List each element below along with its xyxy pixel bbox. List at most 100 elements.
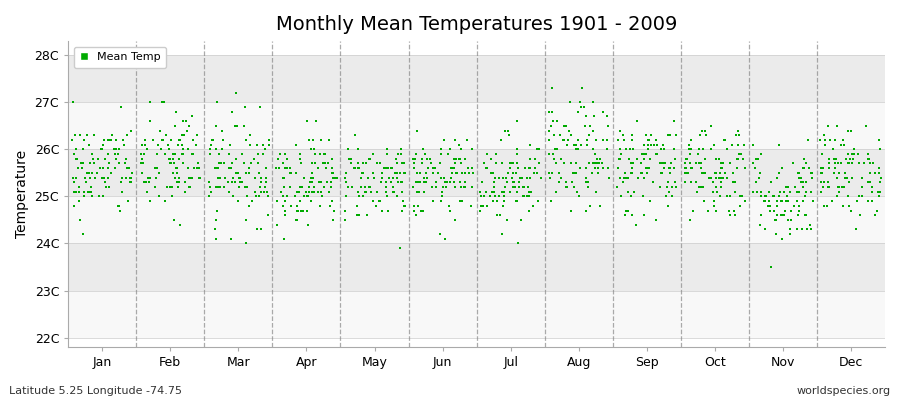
Point [855,174,869,181]
Point [394,160,409,167]
Point [68,188,83,195]
Point [847,146,861,152]
Point [497,188,511,195]
Point [704,146,718,152]
Point [840,174,854,181]
Point [591,160,606,167]
Point [288,193,302,200]
Point [394,179,409,186]
Point [799,179,814,186]
Point [192,174,206,181]
Point [845,174,859,181]
Point [176,151,190,157]
Point [851,151,866,157]
Point [473,188,488,195]
Point [291,207,305,214]
Point [483,193,498,200]
Point [91,156,105,162]
Point [860,151,875,157]
Point [182,174,196,181]
Point [143,118,157,124]
Point [436,137,451,143]
Point [546,151,561,157]
Point [448,156,463,162]
Point [546,118,561,124]
Point [203,184,218,190]
Point [381,165,395,171]
Point [84,188,98,195]
Point [112,146,126,152]
Point [150,142,165,148]
Point [509,170,524,176]
Point [242,165,256,171]
Point [170,165,184,171]
Point [293,198,308,204]
Point [156,137,170,143]
Point [290,188,304,195]
Point [704,174,718,181]
Point [512,179,526,186]
Point [124,174,139,181]
Point [358,184,373,190]
Point [417,188,431,195]
Point [386,184,400,190]
Point [837,142,851,148]
Point [806,198,821,204]
Point [209,123,223,129]
Point [864,198,878,204]
Point [230,123,244,129]
Point [270,222,284,228]
Point [751,156,765,162]
Point [753,222,768,228]
Point [71,198,86,204]
Point [554,174,569,181]
Point [514,174,528,181]
Point [409,179,423,186]
Point [370,188,384,195]
Point [725,179,740,186]
Point [579,179,593,186]
Point [734,151,749,157]
Point [713,193,727,200]
Point [772,193,787,200]
Point [724,212,738,218]
Point [164,184,178,190]
Point [361,174,375,181]
Point [261,212,275,218]
Point [748,165,762,171]
Point [408,156,422,162]
Point [364,188,378,195]
Point [258,174,273,181]
Point [289,142,303,148]
Point [580,137,594,143]
Point [511,165,526,171]
Point [446,170,460,176]
Point [723,193,737,200]
Point [511,184,526,190]
Point [380,151,394,157]
Point [772,188,787,195]
Point [304,198,319,204]
Point [761,203,776,209]
Point [629,222,643,228]
Point [818,137,832,143]
Point [861,179,876,186]
Point [850,198,864,204]
Point [694,160,708,167]
Point [204,188,219,195]
Point [363,184,377,190]
Point [143,99,157,106]
Point [427,170,441,176]
Point [817,179,832,186]
Point [733,203,747,209]
Point [213,174,228,181]
Point [714,184,728,190]
Point [351,165,365,171]
Point [852,160,867,167]
Point [510,198,525,204]
Point [762,198,777,204]
Point [667,165,681,171]
Point [723,160,737,167]
Point [418,151,433,157]
Point [664,193,679,200]
